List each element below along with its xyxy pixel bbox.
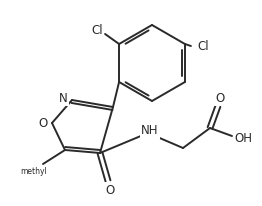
Text: O: O <box>105 184 115 197</box>
Text: O: O <box>38 117 48 130</box>
Text: OH: OH <box>234 131 252 144</box>
Text: methyl: methyl <box>21 166 47 176</box>
Text: Cl: Cl <box>197 40 209 53</box>
Text: N: N <box>59 91 67 104</box>
Text: NH: NH <box>141 124 159 137</box>
Text: Cl: Cl <box>91 23 103 36</box>
Text: O: O <box>215 91 225 104</box>
